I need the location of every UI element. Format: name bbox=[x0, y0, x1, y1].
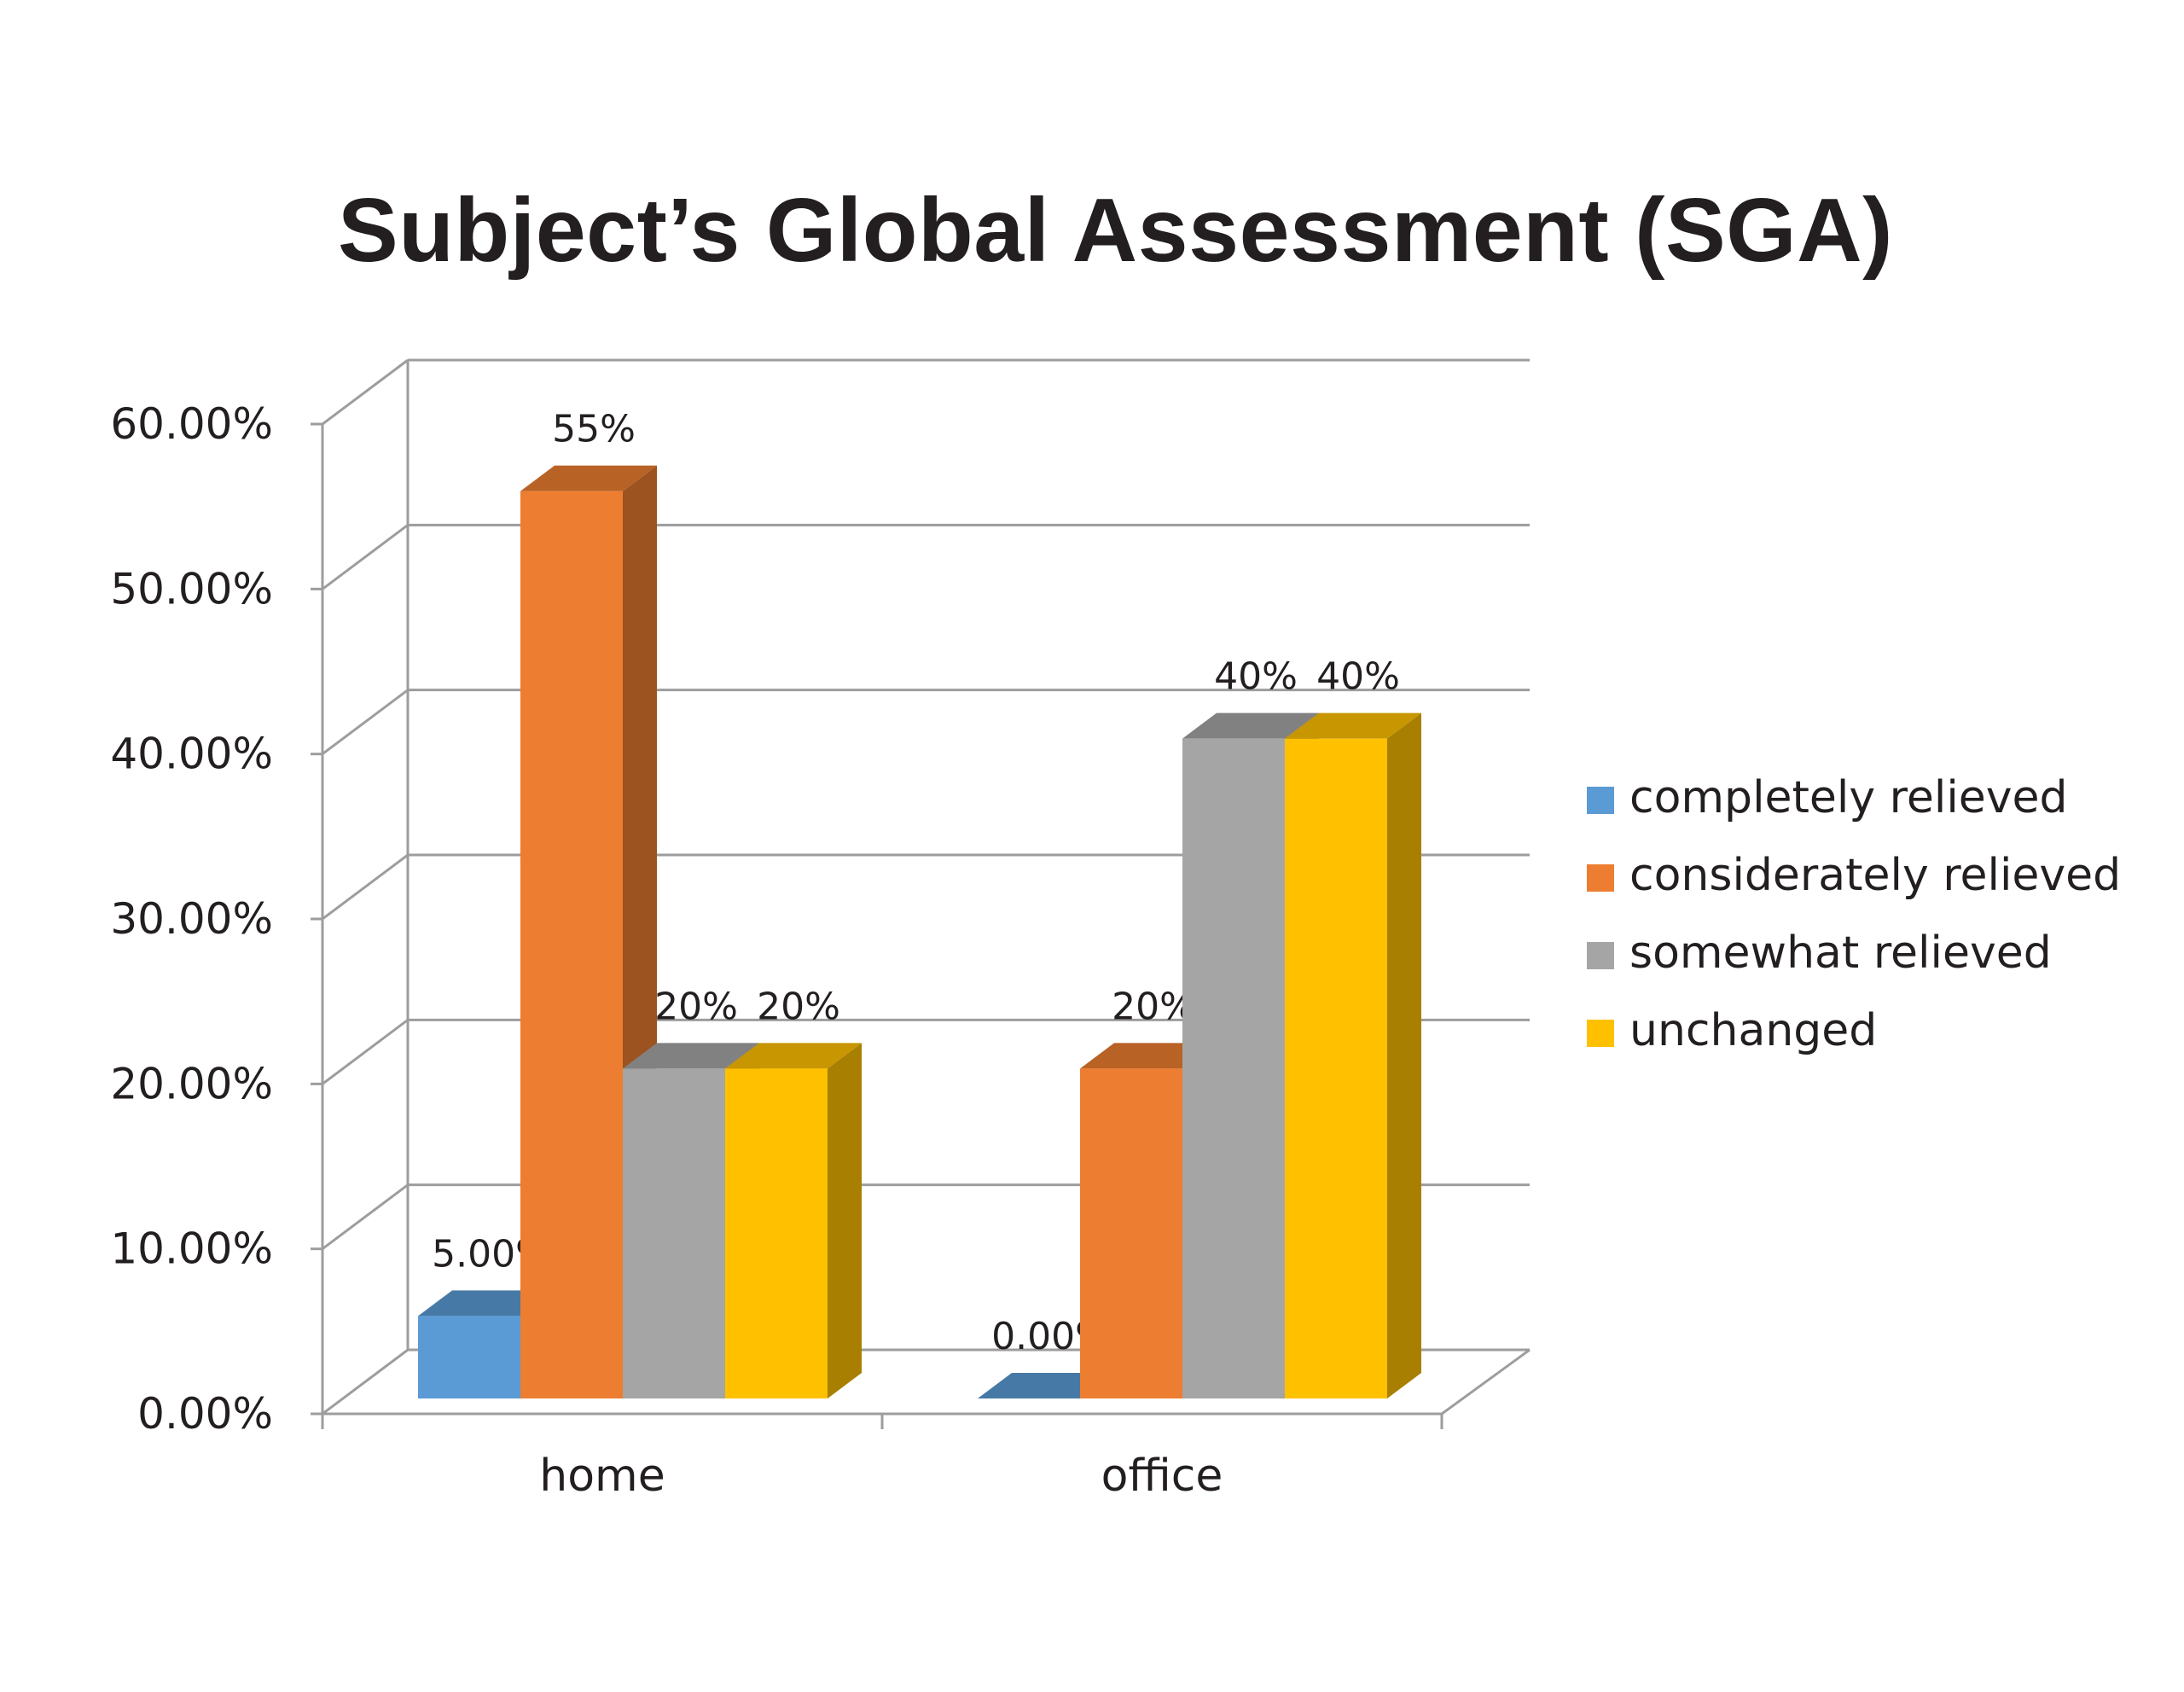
legend-swatch bbox=[1587, 942, 1614, 969]
data-label: 55% bbox=[552, 408, 636, 451]
x-tick-label: home bbox=[539, 1451, 665, 1502]
bar bbox=[1285, 738, 1387, 1398]
chart-title: Subject’s Global Assessment (SGA) bbox=[338, 180, 1893, 281]
legend-entry: completely relieved bbox=[1629, 772, 2068, 823]
bar bbox=[725, 1068, 828, 1398]
y-tick-label: 10.00% bbox=[110, 1224, 273, 1274]
y-tick-label: 40.00% bbox=[110, 730, 273, 779]
gridline-diagonal bbox=[322, 524, 409, 590]
floor-right-edge bbox=[1441, 1348, 1531, 1416]
legend-entry: considerately relieved bbox=[1629, 850, 2121, 901]
x-tick-label: office bbox=[1101, 1451, 1223, 1502]
bar-top bbox=[520, 465, 657, 491]
bar-top bbox=[725, 1043, 862, 1069]
bar-side bbox=[1387, 712, 1421, 1398]
bar-top bbox=[1182, 712, 1319, 739]
legend-swatch bbox=[1587, 787, 1614, 814]
gridline-diagonal bbox=[322, 853, 409, 921]
bar bbox=[1080, 1068, 1182, 1398]
bar bbox=[520, 491, 623, 1398]
gridline-diagonal bbox=[322, 1348, 409, 1416]
legend-swatch bbox=[1587, 1020, 1614, 1047]
y-tick-label: 20.00% bbox=[110, 1059, 273, 1108]
data-label: 20% bbox=[757, 985, 840, 1028]
bar bbox=[1182, 738, 1285, 1398]
bar-top bbox=[623, 1043, 759, 1069]
data-label: 40% bbox=[1316, 655, 1400, 699]
bar bbox=[418, 1316, 520, 1398]
gridline-diagonal bbox=[322, 358, 409, 426]
legend-entry: unchanged bbox=[1629, 1005, 1877, 1056]
data-label: 40% bbox=[1214, 655, 1298, 699]
legend-entry: somewhat relieved bbox=[1629, 927, 2052, 979]
y-tick-label: 50.00% bbox=[110, 564, 273, 613]
legend-swatch bbox=[1587, 864, 1614, 892]
gridline-diagonal bbox=[322, 1019, 409, 1085]
y-tick-label: 30.00% bbox=[110, 894, 273, 944]
y-tick-label: 60.00% bbox=[110, 399, 273, 449]
bar-top bbox=[1285, 712, 1421, 739]
gridline-diagonal bbox=[322, 689, 409, 755]
data-label: 20% bbox=[1112, 985, 1195, 1028]
data-label: 20% bbox=[654, 985, 738, 1028]
bar-side bbox=[828, 1043, 862, 1398]
y-tick-label: 0.00% bbox=[137, 1389, 273, 1439]
gridline-diagonal bbox=[322, 1183, 409, 1250]
bar bbox=[623, 1068, 725, 1398]
